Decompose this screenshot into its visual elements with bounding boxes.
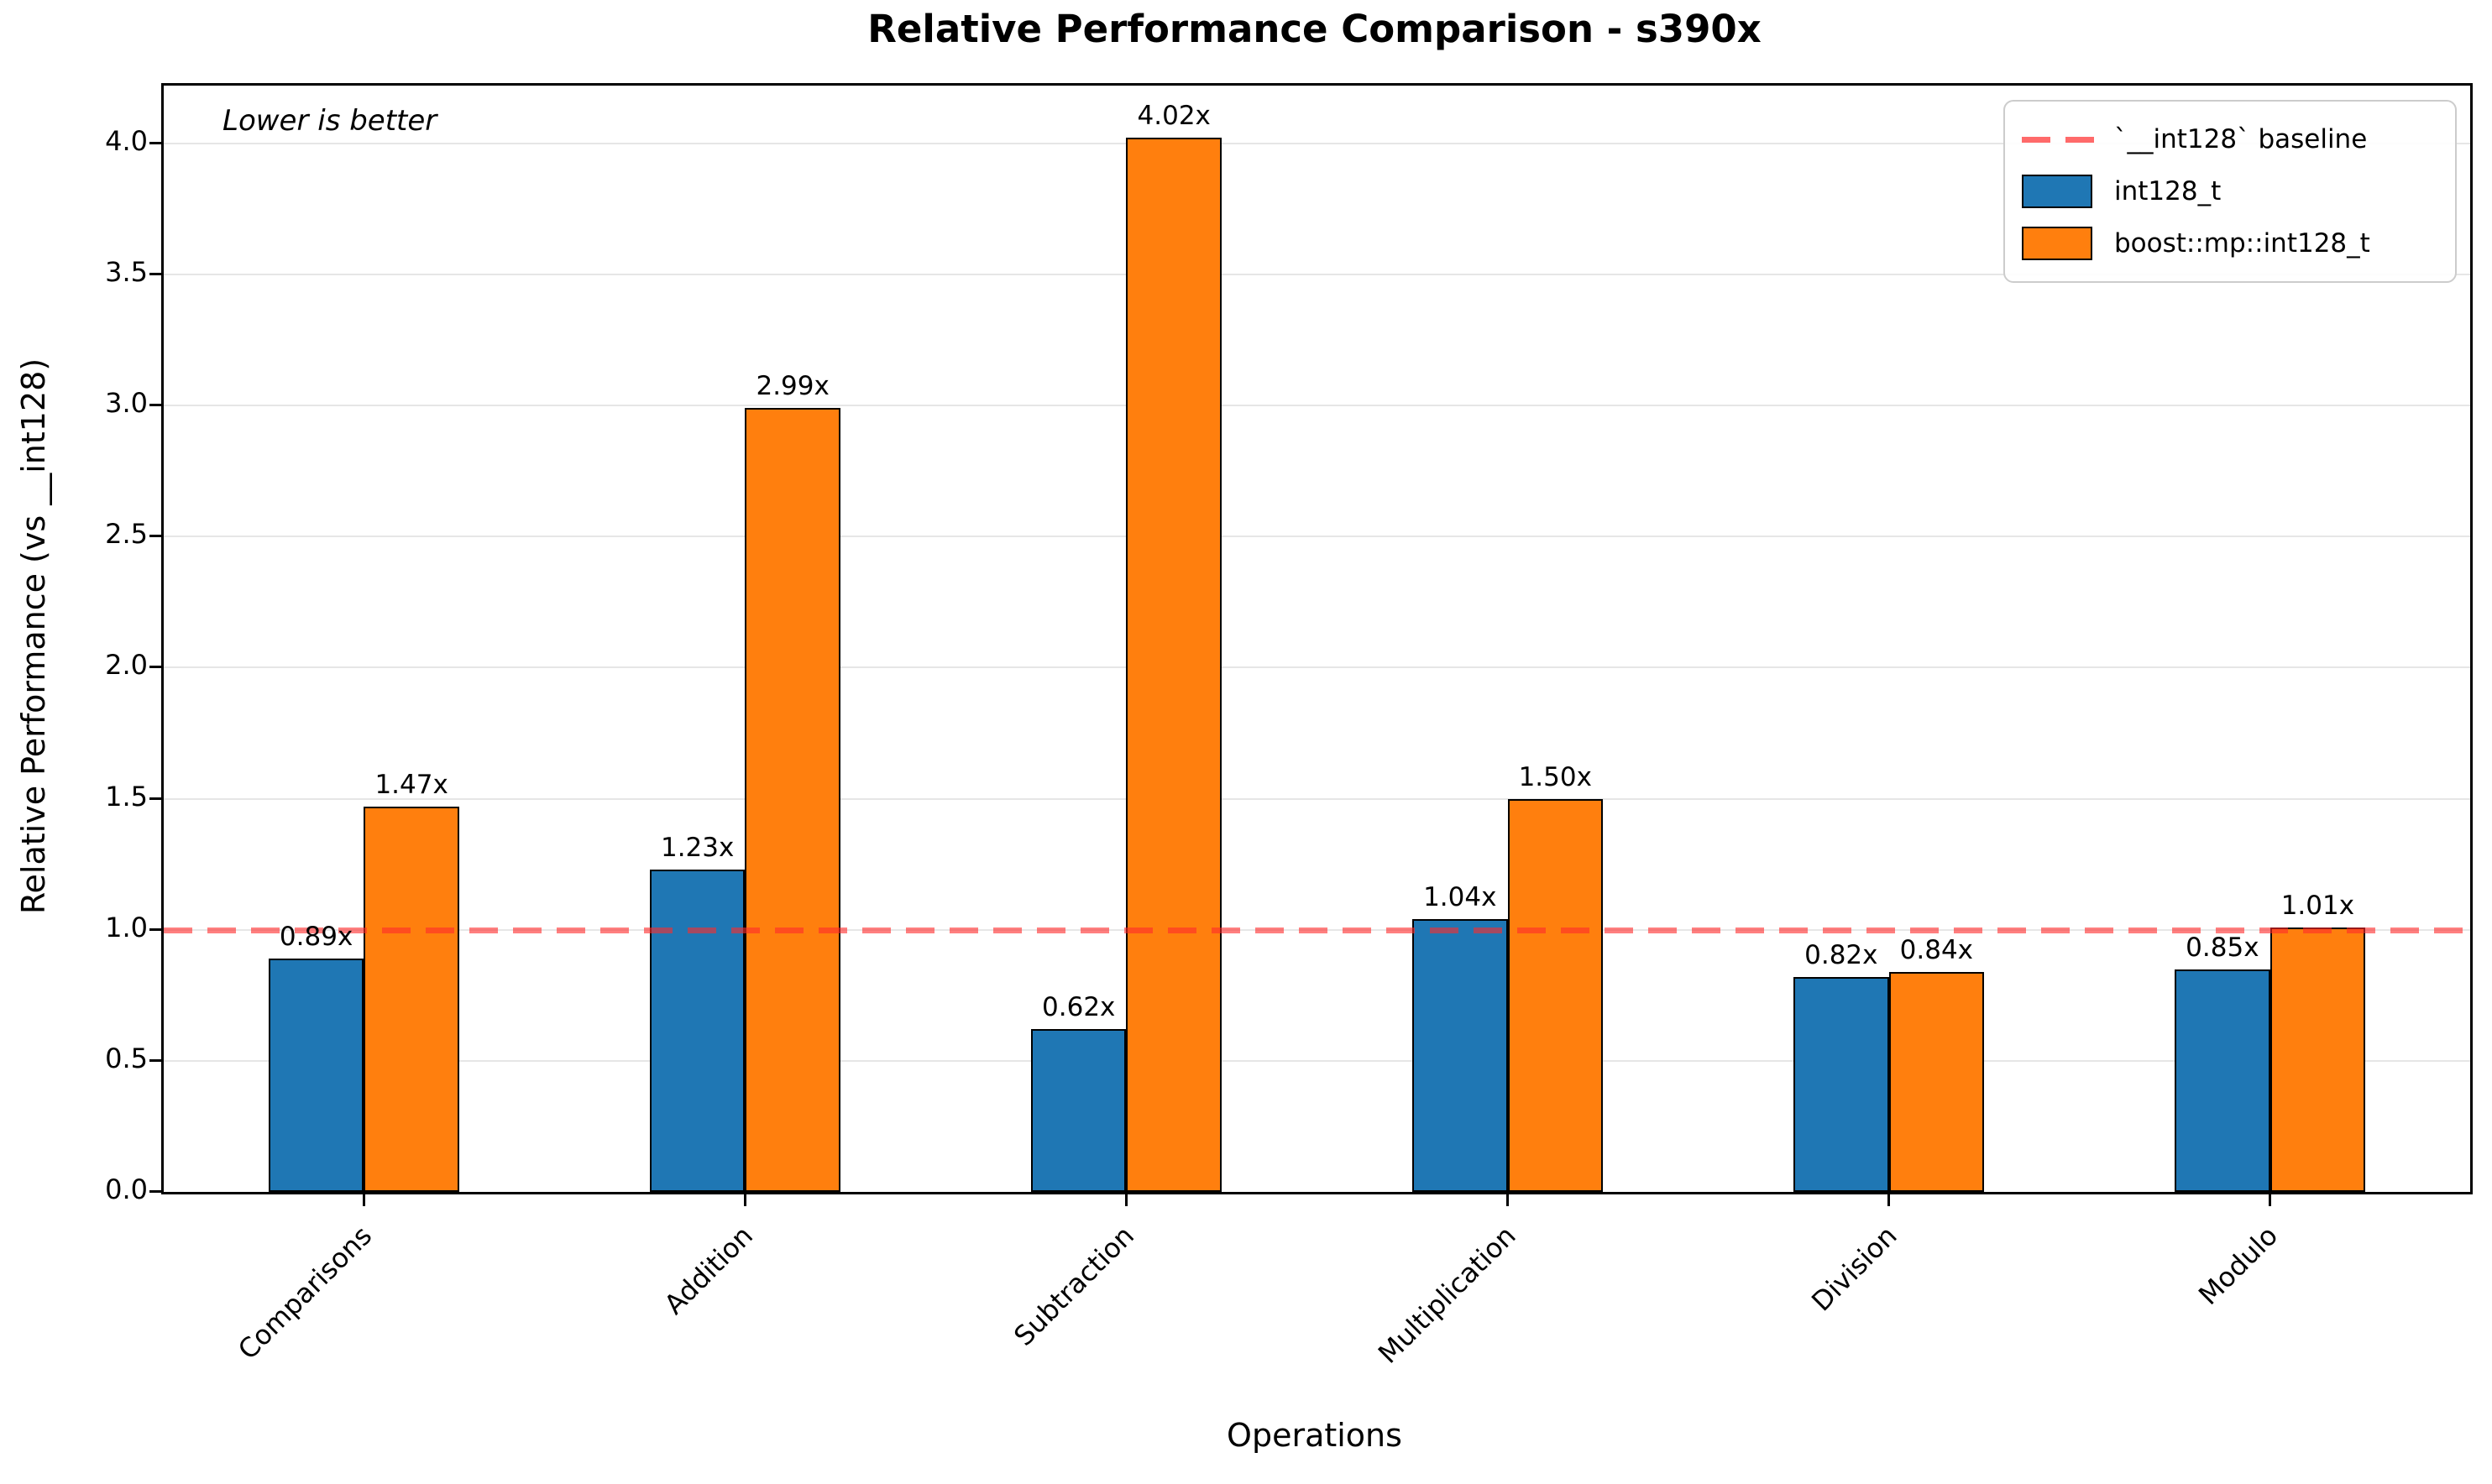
x-tick-mark xyxy=(1887,1194,1891,1206)
bar-boost::mp::int128_t-Multiplication xyxy=(1507,798,1604,1192)
y-tick-mark xyxy=(149,797,161,800)
bar-value-label: 0.62x xyxy=(1042,992,1116,1023)
y-tick-mark xyxy=(149,535,161,538)
gridline xyxy=(164,405,2470,407)
legend: `__int128` baseline int128_t boost::mp::… xyxy=(2003,100,2457,283)
x-tick-mark xyxy=(1506,1194,1510,1206)
gridline xyxy=(164,797,2470,800)
gridline xyxy=(164,536,2470,538)
y-tick-label: 4.0 xyxy=(105,124,148,157)
bar-int128_t-Division xyxy=(1793,976,1889,1192)
bar-value-label: 0.84x xyxy=(1899,934,1974,965)
gridline xyxy=(164,666,2470,669)
y-tick-label: 1.0 xyxy=(105,911,148,943)
y-tick-mark xyxy=(149,1058,161,1062)
y-tick-label: 3.0 xyxy=(105,387,148,420)
x-tick-mark xyxy=(2269,1194,2272,1206)
y-tick-label: 3.5 xyxy=(105,255,148,288)
legend-label-baseline: `__int128` baseline xyxy=(2114,124,2368,154)
bar-value-label: 2.99x xyxy=(756,371,830,402)
y-tick-mark xyxy=(149,141,161,144)
bar-int128_t-Modulo xyxy=(2175,969,2270,1192)
bar-boost::mp::int128_t-Comparisons xyxy=(364,806,459,1192)
bar-boost::mp::int128_t-Subtraction xyxy=(1126,138,1222,1192)
bar-value-label: 4.02x xyxy=(1137,101,1211,132)
x-tick-mark xyxy=(362,1194,365,1206)
y-tick-label: 2.5 xyxy=(105,518,148,551)
x-tick-mark xyxy=(1124,1194,1128,1206)
y-tick-label: 0.5 xyxy=(105,1042,148,1074)
y-tick-mark xyxy=(149,666,161,669)
legend-item-series-0: int128_t xyxy=(2022,165,2438,217)
bar-value-label: 0.82x xyxy=(1804,939,1878,970)
bar-boost::mp::int128_t-Addition xyxy=(745,408,840,1192)
bar-value-label: 1.50x xyxy=(1518,761,1592,792)
series-0-swatch-icon xyxy=(2022,175,2092,208)
bar-int128_t-Comparisons xyxy=(268,959,364,1192)
y-tick-mark xyxy=(149,272,161,275)
bar-int128_t-Addition xyxy=(649,869,746,1192)
plot-area: 0.89x 1.23x 0.62x 1.04x 0.82x 0.85x 1.47x 2.99x… xyxy=(161,83,2473,1194)
y-axis-title: Relative Performance (vs __int128) xyxy=(15,358,52,915)
legend-label-series-0: int128_t xyxy=(2114,176,2222,206)
bar-boost::mp::int128_t-Modulo xyxy=(2270,927,2366,1192)
bar-boost::mp::int128_t-Division xyxy=(1888,971,1985,1192)
legend-item-series-1: boost::mp::int128_t xyxy=(2022,217,2438,269)
chart-title: Relative Performance Comparison - s390x xyxy=(867,7,1762,51)
baseline-line xyxy=(164,927,2470,933)
series-1-swatch-icon xyxy=(2022,227,2092,260)
y-tick-label: 0.0 xyxy=(105,1173,148,1205)
bar-value-label: 0.89x xyxy=(279,922,353,953)
x-tick-mark xyxy=(743,1194,746,1206)
y-tick-mark xyxy=(149,928,161,931)
bar-value-label: 1.04x xyxy=(1423,882,1497,913)
gridline xyxy=(164,142,2470,144)
legend-item-baseline: `__int128` baseline xyxy=(2022,113,2438,165)
annotation-note: Lower is better xyxy=(222,104,437,138)
baseline-dash-icon xyxy=(2022,136,2099,143)
y-tick-mark xyxy=(149,404,161,407)
bar-value-label: 1.47x xyxy=(374,769,448,800)
legend-label-series-1: boost::mp::int128_t xyxy=(2114,228,2370,259)
y-tick-mark xyxy=(149,1190,161,1193)
bar-int128_t-Subtraction xyxy=(1030,1029,1127,1192)
bar-value-label: 1.23x xyxy=(660,832,735,863)
y-tick-label: 1.5 xyxy=(105,780,148,813)
gridline xyxy=(164,273,2470,275)
x-axis-title: Operations xyxy=(1227,1417,1402,1454)
bar-value-label: 1.01x xyxy=(2280,890,2355,921)
bar-int128_t-Multiplication xyxy=(1412,919,1508,1192)
bar-value-label: 0.85x xyxy=(2186,932,2259,963)
gridline xyxy=(164,1059,2470,1062)
y-tick-label: 2.0 xyxy=(105,649,148,682)
